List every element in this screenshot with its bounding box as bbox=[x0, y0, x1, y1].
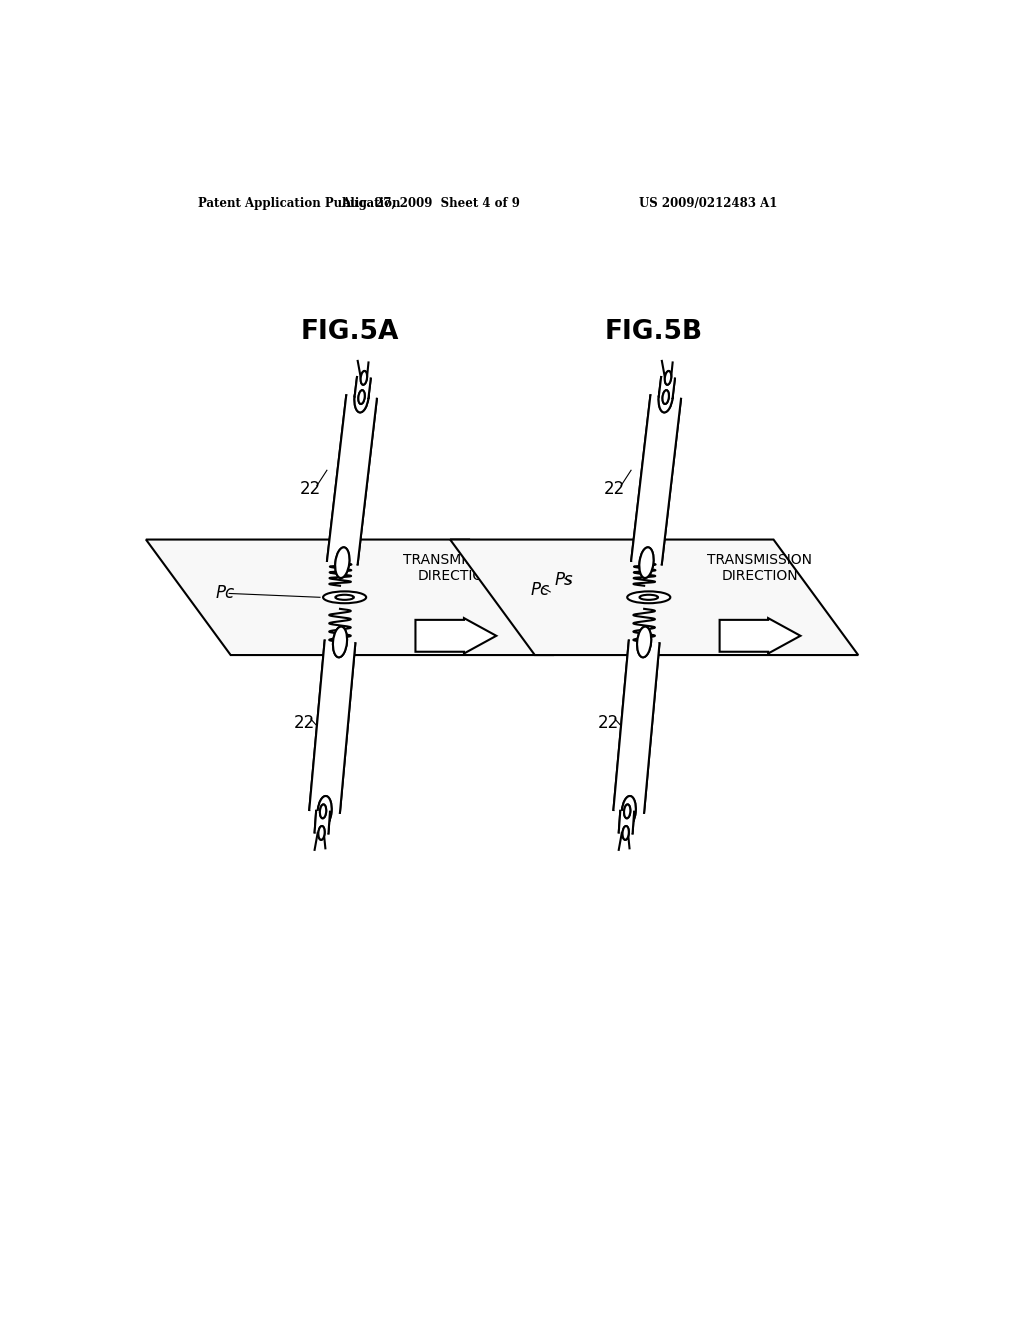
Polygon shape bbox=[658, 378, 675, 397]
Text: 22: 22 bbox=[604, 480, 626, 499]
Ellipse shape bbox=[623, 826, 629, 840]
Polygon shape bbox=[658, 378, 675, 397]
Ellipse shape bbox=[317, 796, 332, 826]
Polygon shape bbox=[618, 810, 634, 833]
Ellipse shape bbox=[318, 826, 325, 840]
Ellipse shape bbox=[358, 391, 365, 404]
Ellipse shape bbox=[319, 804, 327, 818]
Ellipse shape bbox=[319, 804, 327, 818]
Ellipse shape bbox=[665, 371, 671, 384]
Ellipse shape bbox=[622, 796, 636, 826]
Polygon shape bbox=[327, 395, 377, 565]
Ellipse shape bbox=[354, 381, 369, 412]
Ellipse shape bbox=[335, 548, 349, 578]
Ellipse shape bbox=[333, 627, 347, 657]
Ellipse shape bbox=[624, 804, 631, 818]
Text: Patent Application Publication: Patent Application Publication bbox=[199, 197, 400, 210]
Text: FIG.5B: FIG.5B bbox=[605, 318, 703, 345]
Ellipse shape bbox=[323, 591, 367, 603]
Ellipse shape bbox=[663, 391, 669, 404]
Ellipse shape bbox=[658, 381, 673, 412]
Ellipse shape bbox=[639, 548, 653, 578]
Text: 22: 22 bbox=[598, 714, 620, 731]
Ellipse shape bbox=[317, 796, 332, 826]
Polygon shape bbox=[327, 395, 377, 565]
Text: Ps: Ps bbox=[554, 570, 572, 589]
Polygon shape bbox=[416, 618, 497, 653]
Ellipse shape bbox=[360, 371, 367, 384]
Ellipse shape bbox=[640, 595, 658, 599]
Polygon shape bbox=[309, 640, 355, 813]
Polygon shape bbox=[309, 640, 355, 813]
Ellipse shape bbox=[663, 391, 669, 404]
Ellipse shape bbox=[628, 591, 671, 603]
Ellipse shape bbox=[637, 627, 651, 657]
Text: FIG.5A: FIG.5A bbox=[301, 318, 399, 345]
Polygon shape bbox=[618, 810, 634, 833]
Text: Pc: Pc bbox=[215, 585, 234, 602]
Text: 22: 22 bbox=[294, 714, 315, 731]
Polygon shape bbox=[631, 395, 681, 565]
Text: US 2009/0212483 A1: US 2009/0212483 A1 bbox=[639, 197, 777, 210]
Ellipse shape bbox=[354, 381, 369, 412]
Ellipse shape bbox=[665, 371, 671, 384]
Text: TRANSMISSION
DIRECTION: TRANSMISSION DIRECTION bbox=[403, 553, 508, 583]
Ellipse shape bbox=[318, 826, 325, 840]
Ellipse shape bbox=[658, 381, 673, 412]
Polygon shape bbox=[613, 640, 659, 813]
Ellipse shape bbox=[637, 627, 651, 657]
Polygon shape bbox=[314, 810, 330, 833]
Ellipse shape bbox=[624, 804, 631, 818]
Polygon shape bbox=[354, 378, 371, 397]
Text: Aug. 27, 2009  Sheet 4 of 9: Aug. 27, 2009 Sheet 4 of 9 bbox=[341, 197, 520, 210]
Ellipse shape bbox=[333, 627, 347, 657]
Polygon shape bbox=[314, 810, 330, 833]
Text: Pc: Pc bbox=[531, 581, 550, 598]
Ellipse shape bbox=[622, 796, 636, 826]
Ellipse shape bbox=[336, 595, 354, 599]
Ellipse shape bbox=[639, 548, 653, 578]
Text: TRANSMISSION
DIRECTION: TRANSMISSION DIRECTION bbox=[708, 553, 812, 583]
Polygon shape bbox=[354, 378, 371, 397]
Polygon shape bbox=[631, 395, 681, 565]
Ellipse shape bbox=[360, 371, 367, 384]
Ellipse shape bbox=[358, 391, 365, 404]
Ellipse shape bbox=[335, 548, 349, 578]
Polygon shape bbox=[720, 618, 801, 653]
Polygon shape bbox=[451, 540, 858, 655]
Polygon shape bbox=[146, 540, 554, 655]
Text: 22: 22 bbox=[300, 480, 322, 499]
Ellipse shape bbox=[623, 826, 629, 840]
Polygon shape bbox=[613, 640, 659, 813]
